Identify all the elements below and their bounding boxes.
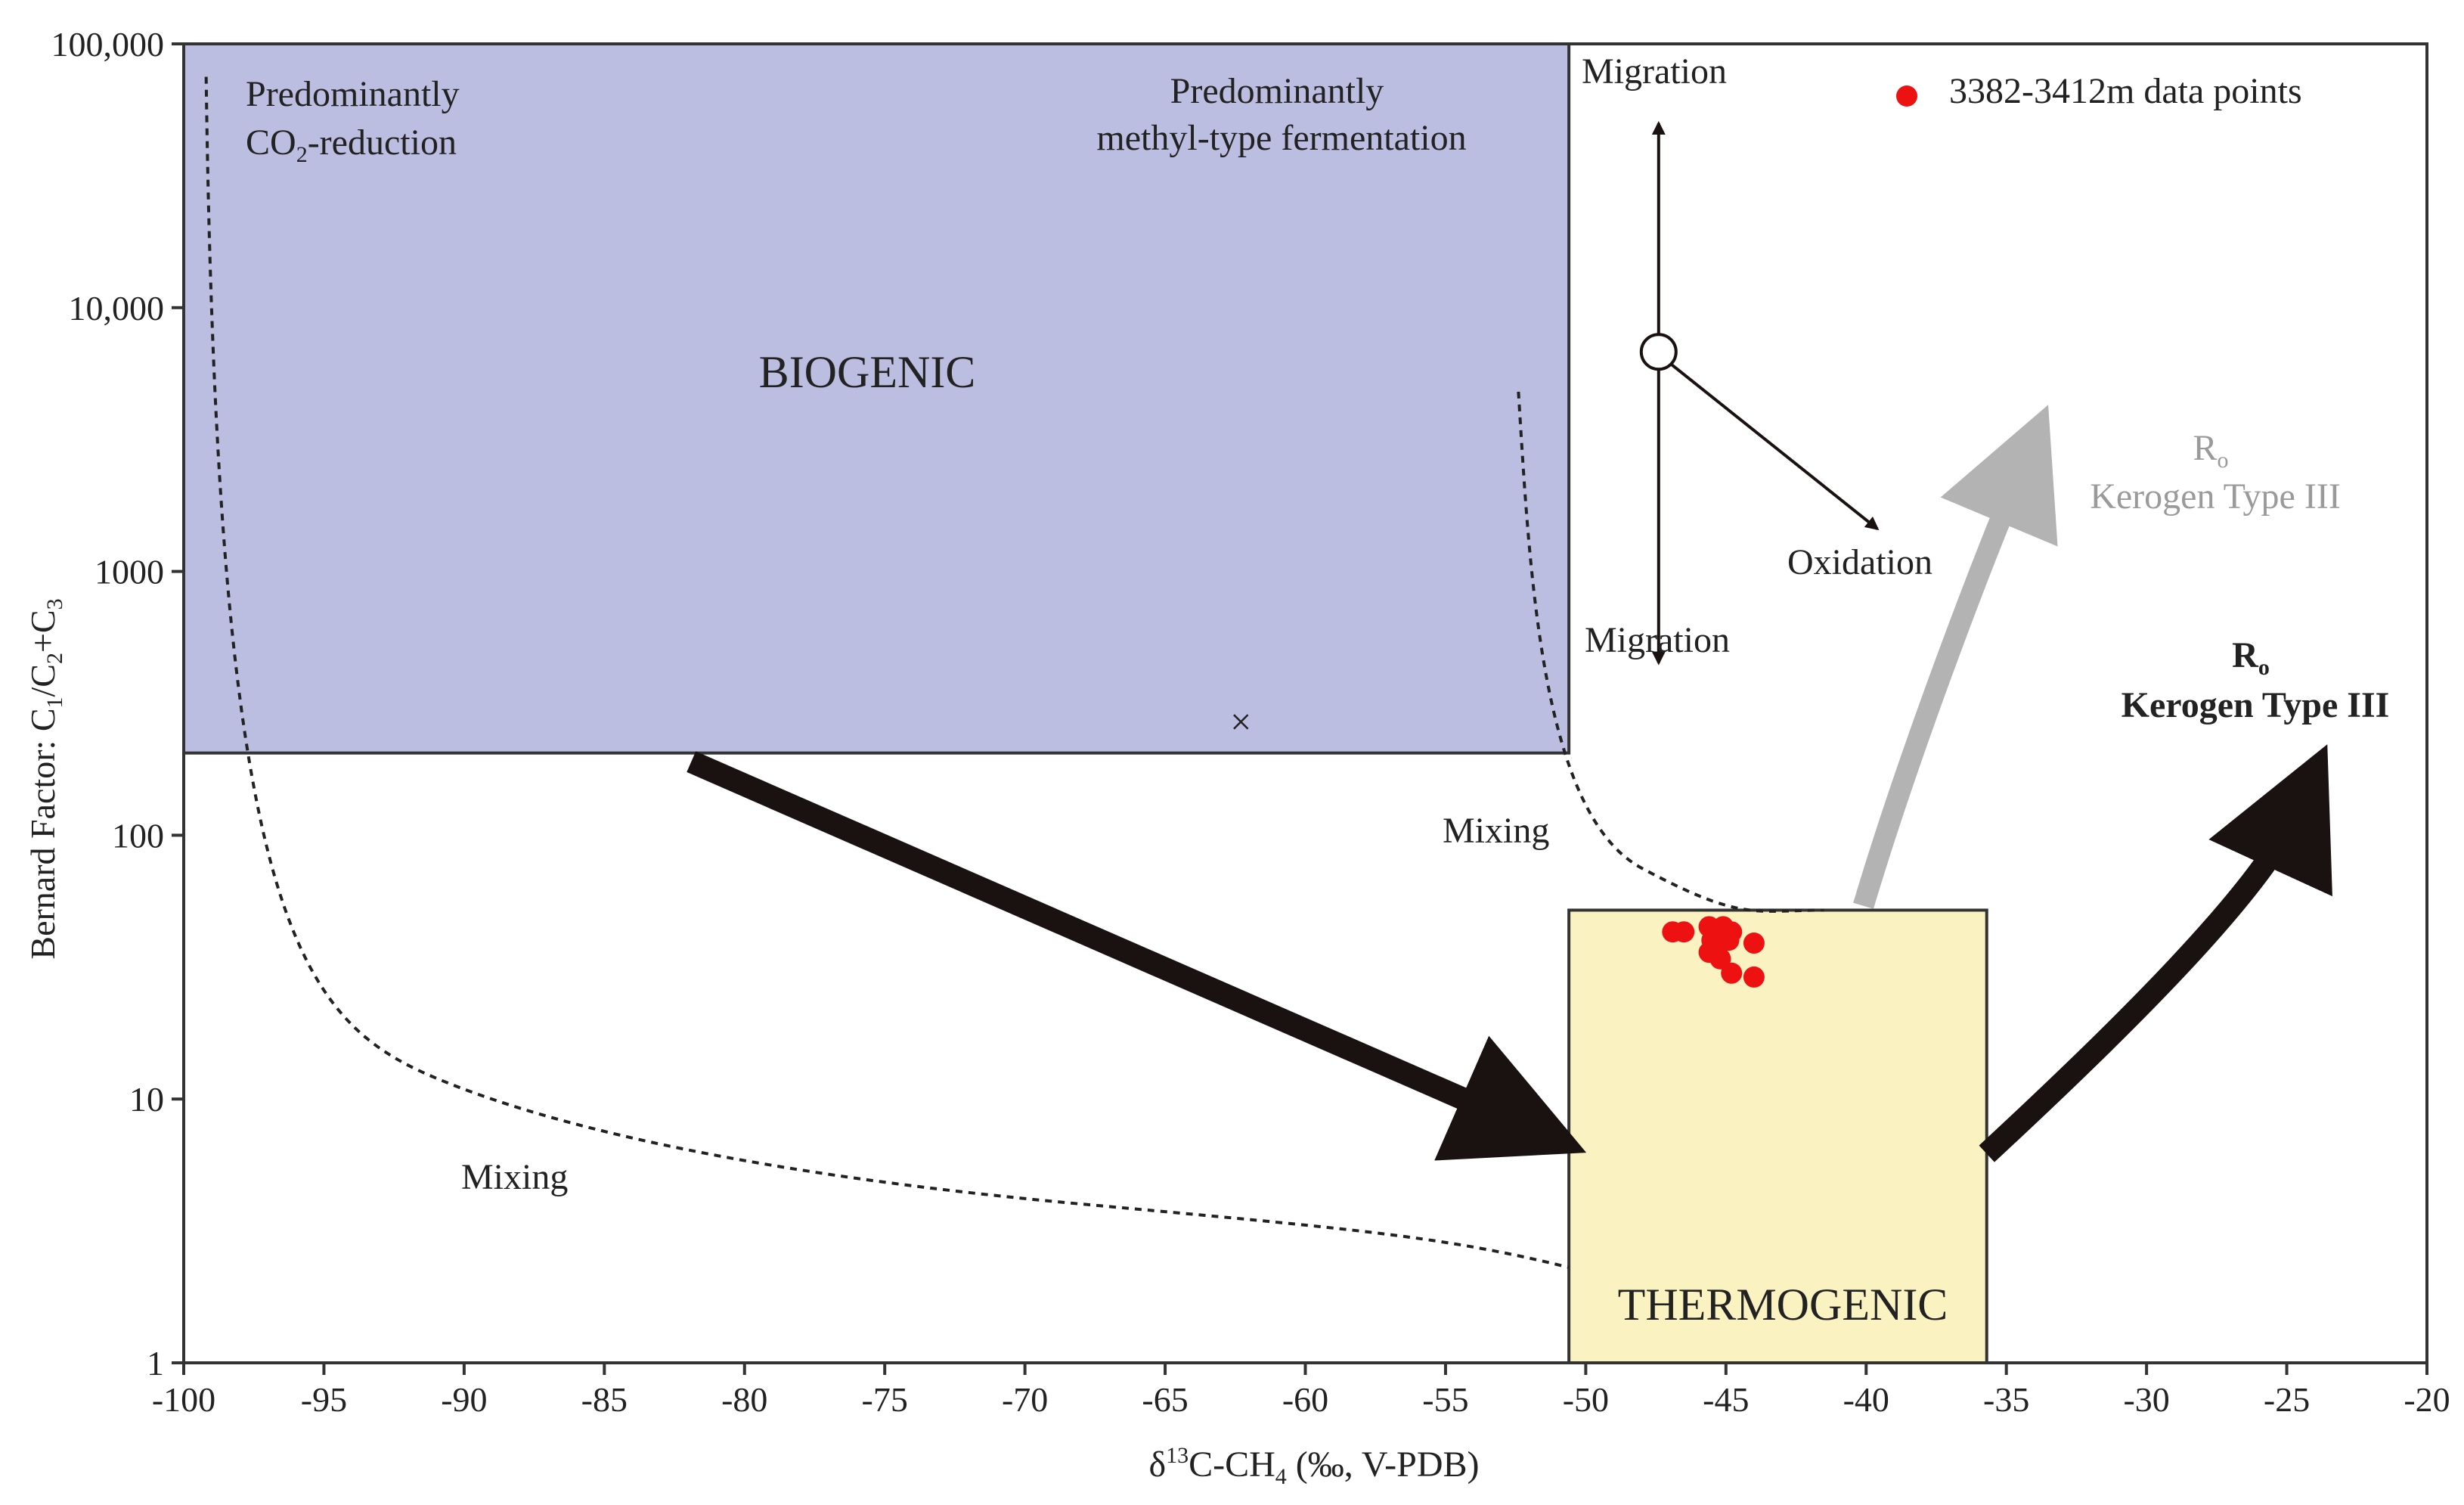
x-tick-label: -100 [152, 1380, 215, 1419]
x-tick-label: -65 [1142, 1380, 1188, 1419]
origin-circle [1639, 333, 1678, 371]
migration-up-label: Migration [1582, 51, 1727, 92]
methyl-fermentation-annotation: Predominantly methyl-type fermentation [1096, 71, 1466, 158]
y-tick-label: 100 [112, 816, 164, 855]
y-axis-ticks: 1 10 100 1000 10,000 100,000 [51, 25, 184, 1382]
data-point [1673, 921, 1695, 943]
legend-marker [1896, 85, 1917, 107]
oxidation-arrow [1669, 362, 1880, 531]
x-tick-label: -85 [581, 1380, 628, 1419]
y-axis-title: Bernard Factor: C1/C2+C3 [23, 598, 67, 959]
thermogenic-region [1567, 908, 1988, 1364]
x-tick-label: -50 [1563, 1380, 1609, 1419]
y-tick-label: 1000 [95, 553, 164, 591]
biogenic-to-thermogenic-arrow [687, 751, 1587, 1161]
y-tick-label: 10,000 [69, 289, 165, 327]
x-tick-label: -80 [721, 1380, 767, 1419]
data-point [1743, 966, 1765, 988]
ro-kerogen-gray-label: Ro Kerogen Type III [2090, 428, 2341, 517]
x-tick-label: -35 [1983, 1380, 2029, 1419]
x-tick-label: -60 [1282, 1380, 1328, 1419]
biogenic-label: BIOGENIC [759, 347, 976, 397]
mixing-curve-right [1517, 391, 1824, 913]
x-tick-label: -25 [2264, 1380, 2310, 1419]
black-maturity-arrow [1979, 744, 2332, 1162]
y-tick-label: 10 [129, 1080, 164, 1119]
y-tick-label: 1 [147, 1344, 164, 1382]
x-tick-label: -95 [301, 1380, 347, 1419]
co2-reduction-annotation: Predominantly CO2-reduction [246, 74, 469, 167]
x-axis-title: δ13C-CH4 (‰, V-PDB) [1148, 1443, 1479, 1489]
x-tick-label: -70 [1002, 1380, 1048, 1419]
x-tick-label: -45 [1703, 1380, 1749, 1419]
legend: 3382-3412m data points [1896, 71, 2302, 111]
legend-label: 3382-3412m data points [1949, 71, 2302, 111]
x-tick-label: -75 [862, 1380, 908, 1419]
ro-kerogen-black-label: Ro Kerogen Type III [2122, 635, 2390, 725]
gray-maturity-arrow [1853, 405, 2058, 909]
data-point [1709, 948, 1731, 970]
x-marker: × [1230, 700, 1251, 743]
data-point [1721, 962, 1743, 984]
x-axis-ticks: -100 -95 -90 -85 -80 -75 -70 -65 -60 -55 -50 -45 -40… [152, 1363, 2450, 1419]
x-tick-label: -30 [2123, 1380, 2169, 1419]
x-tick-label: -90 [441, 1380, 487, 1419]
migration-down-label: Migration [1585, 620, 1730, 660]
oxidation-label: Oxidation [1787, 542, 1932, 582]
x-tick-label: -20 [2404, 1380, 2450, 1419]
mixing-left-label: Mixing [461, 1157, 568, 1197]
y-tick-label: 100,000 [51, 25, 165, 64]
data-point [1718, 929, 1740, 951]
data-points [1662, 916, 1765, 988]
x-tick-label: -40 [1843, 1380, 1889, 1419]
x-tick-label: -55 [1422, 1380, 1468, 1419]
data-point [1743, 932, 1765, 954]
biogenic-region [182, 42, 1571, 755]
mixing-right-label: Mixing [1443, 811, 1549, 851]
thermogenic-label: THERMOGENIC [1618, 1280, 1948, 1330]
